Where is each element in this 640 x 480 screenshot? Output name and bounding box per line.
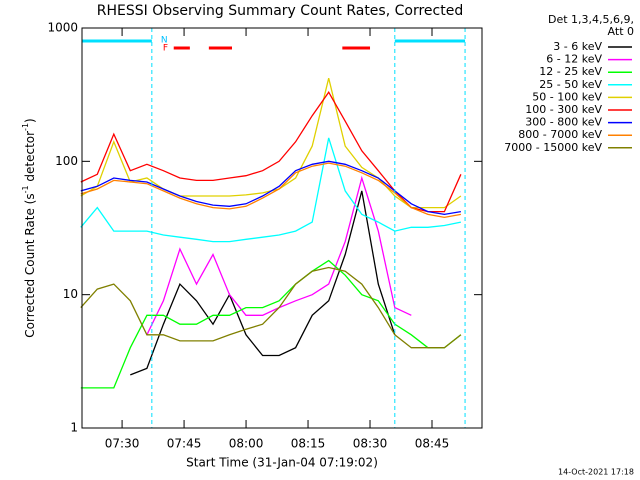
series-line [80, 266, 462, 349]
y-label-sup: -1 [21, 185, 30, 193]
y-tick-label: 1000 [47, 21, 78, 35]
legend-label: 25 - 50 keV [539, 78, 602, 91]
y-tick-label: 1 [70, 421, 78, 435]
plot-frame [81, 27, 483, 429]
y-label-part: detector [23, 131, 37, 186]
legend-label: 50 - 100 keV [532, 90, 602, 103]
legend-label: 3 - 6 keV [553, 40, 602, 53]
x-tick-label: 07:30 [105, 437, 140, 451]
y-label-part: Corrected Count Rate (s [23, 193, 37, 337]
series-line [80, 160, 462, 216]
y-tick-label: 100 [55, 154, 78, 168]
x-tick-label: 08:15 [291, 437, 326, 451]
x-tick-label: 08:45 [415, 437, 450, 451]
night-label: N [161, 36, 168, 46]
flare-label: F [163, 44, 168, 54]
legend-title: Att 0 [608, 25, 634, 38]
series-line [80, 162, 462, 219]
x-tick-label: 08:00 [229, 437, 264, 451]
series-line [80, 137, 462, 243]
legend-label: 100 - 300 keV [525, 103, 602, 116]
legend-label: 7000 - 15000 keV [504, 141, 602, 154]
x-tick-label: 07:45 [167, 437, 202, 451]
series-line [80, 259, 462, 389]
y-label-sup: -1 [21, 123, 30, 131]
legend-label: 300 - 800 keV [525, 116, 602, 129]
y-tick-label: 10 [63, 287, 78, 301]
y-axis-label: Corrected Count Rate (s-1 detector-1) [21, 118, 37, 337]
x-tick-label: 08:30 [353, 437, 388, 451]
y-label-part: ) [23, 118, 37, 123]
chart-title: RHESSI Observing Summary Count Rates, Co… [97, 3, 463, 19]
legend-label: 6 - 12 keV [546, 53, 602, 66]
x-axis-label: Start Time (31-Jan-04 07:19:02) [186, 456, 378, 470]
legend-label: 800 - 7000 keV [518, 128, 602, 141]
legend-label: 12 - 25 keV [539, 65, 602, 78]
series-line [130, 190, 396, 376]
footer: 14-Oct-2021 17:18 [558, 468, 634, 477]
legend-title: Det 1,3,4,5,6,9, [548, 13, 634, 26]
